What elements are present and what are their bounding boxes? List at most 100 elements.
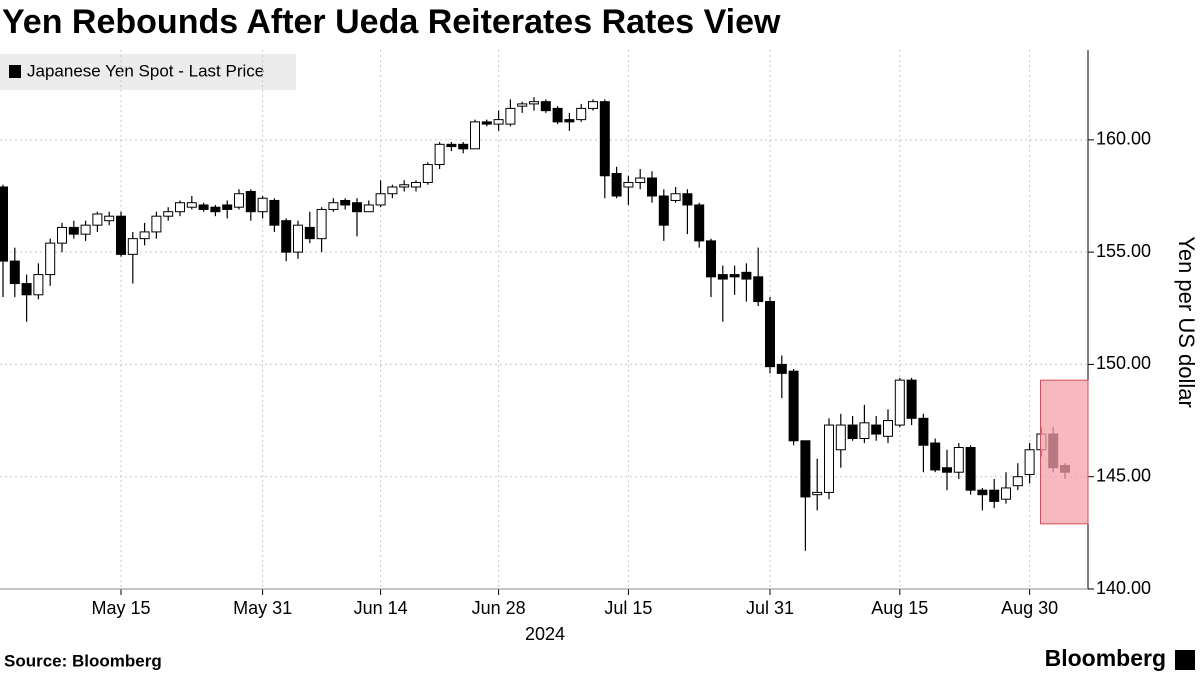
x-tick-label: May 15	[91, 598, 150, 618]
candle-body	[387, 186, 398, 195]
candle-body	[293, 224, 303, 253]
candle-body	[883, 420, 893, 437]
candle-body	[635, 177, 646, 184]
candle-body	[1024, 449, 1035, 475]
candle-body	[588, 101, 598, 109]
x-tick-label: Jun 14	[354, 598, 408, 618]
candle-body	[210, 206, 221, 213]
candle-body	[493, 119, 504, 125]
candle-body	[824, 424, 834, 493]
candle-body	[375, 193, 386, 206]
y-tick-label: 140.00	[1096, 578, 1151, 598]
x-tick-label: Jul 31	[746, 598, 794, 618]
candle-body	[45, 242, 56, 276]
candle-body	[682, 193, 693, 206]
x-group-label: 2024	[525, 624, 565, 644]
y-tick-label: 150.00	[1096, 353, 1151, 373]
candle-body	[658, 195, 669, 226]
chart-title: Yen Rebounds After Ueda Reiterates Rates…	[2, 3, 781, 41]
candle-body	[9, 260, 20, 285]
candle-body	[481, 121, 492, 125]
candle-body	[611, 173, 622, 197]
candle-body	[92, 213, 103, 226]
candle-body	[576, 107, 587, 121]
candle-body	[234, 193, 244, 208]
candle-body	[859, 422, 870, 440]
candle-body	[340, 199, 351, 206]
candle-body	[517, 103, 528, 107]
candle-body	[116, 215, 126, 255]
candle-body	[470, 121, 480, 150]
candle-body	[753, 276, 764, 303]
candle-body	[540, 101, 551, 112]
candle-body	[328, 202, 339, 210]
candle-body	[222, 204, 233, 210]
candle-body	[847, 424, 858, 440]
candle-body	[729, 274, 740, 278]
x-tick-label: Aug 30	[1001, 598, 1058, 618]
candle-body	[422, 164, 433, 184]
candle-body	[741, 271, 752, 280]
candle-body	[151, 215, 162, 233]
brand: Bloomberg	[1045, 645, 1166, 671]
candle-body	[80, 224, 91, 235]
candle-body	[198, 204, 209, 210]
candle-body	[552, 107, 563, 123]
candle-body	[977, 489, 988, 496]
y-axis-label: Yen per US dollar	[1174, 236, 1199, 408]
candle-body	[175, 202, 185, 213]
candle-body	[139, 231, 150, 240]
candle-body	[965, 447, 976, 491]
candle-body	[68, 226, 79, 235]
candle-body	[694, 204, 705, 242]
candle-body	[304, 226, 315, 240]
candle-body	[788, 370, 799, 442]
candle-body	[0, 186, 8, 262]
candle-body	[918, 417, 929, 446]
candle-body	[623, 182, 634, 188]
x-tick-label: Jun 28	[472, 598, 526, 618]
candle-body	[434, 143, 445, 166]
candle-body	[812, 491, 823, 496]
candle-body	[930, 442, 941, 471]
candle-body	[989, 489, 1000, 502]
highlight-box	[1040, 379, 1089, 525]
candle-body	[647, 177, 657, 197]
legend-label: Japanese Yen Spot - Last Price	[27, 61, 264, 80]
candle-body	[57, 226, 67, 244]
candle-body	[316, 208, 327, 240]
candle-body	[670, 193, 681, 201]
source: Source: Bloomberg	[4, 651, 162, 670]
candle-body	[281, 220, 292, 253]
legend-swatch	[9, 65, 21, 78]
candle-body	[1012, 476, 1023, 487]
candle-body	[871, 424, 882, 435]
x-tick-label: Jul 15	[604, 598, 652, 618]
candle-body	[1001, 487, 1011, 500]
y-tick-label: 160.00	[1096, 129, 1151, 149]
candle-body	[906, 379, 917, 419]
candle-body	[257, 197, 268, 213]
candle-body	[363, 204, 374, 213]
candle-body	[564, 119, 575, 123]
legend-box	[0, 54, 296, 90]
candle-body	[104, 215, 115, 222]
candle-body	[505, 107, 516, 125]
candle-body	[186, 202, 197, 208]
candle-body	[765, 301, 775, 368]
candle-body	[717, 274, 728, 280]
y-tick-label: 155.00	[1096, 241, 1151, 261]
candle-body	[599, 101, 610, 177]
candle-body	[352, 202, 362, 213]
candle-body	[446, 143, 457, 148]
x-tick-label: May 31	[233, 598, 292, 618]
candle-body	[894, 379, 905, 426]
candle-body	[942, 467, 952, 473]
brand-icon	[1175, 650, 1195, 670]
x-tick-label: Aug 15	[871, 598, 928, 618]
candle-body	[529, 101, 539, 105]
candle-body	[21, 283, 32, 296]
candle-body	[835, 424, 846, 451]
